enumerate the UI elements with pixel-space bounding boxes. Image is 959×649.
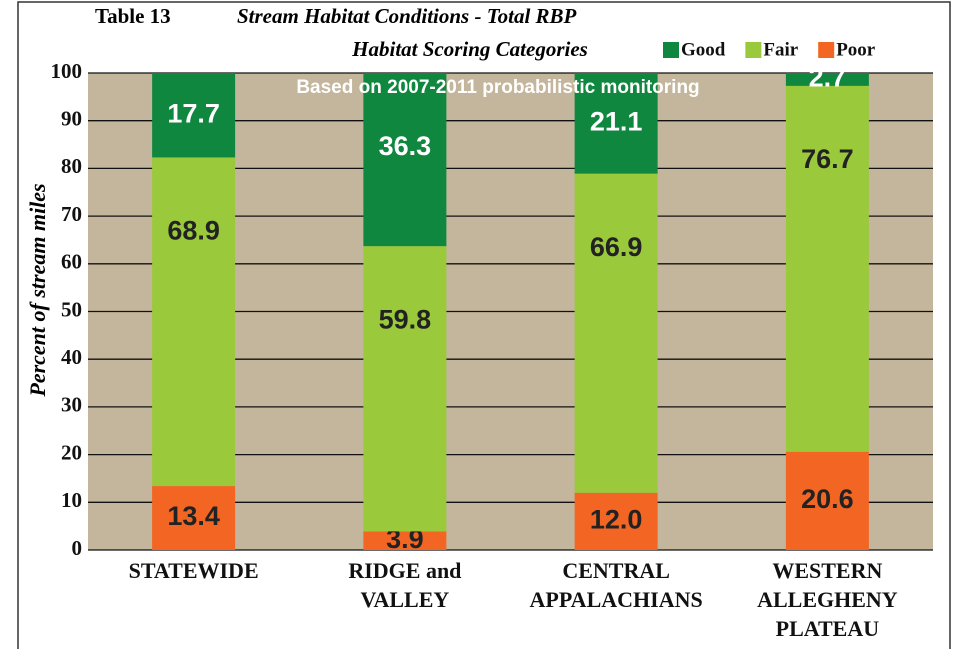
subtitle: Based on 2007-2011 probabilistic monitor… <box>296 77 699 98</box>
value-label: 59.8 <box>379 304 432 334</box>
bar-segment <box>363 73 447 247</box>
bar-segment <box>363 531 447 550</box>
table-number: Table 13 <box>95 4 171 28</box>
y-tick-label: 0 <box>72 536 83 560</box>
value-label: 68.9 <box>167 216 220 246</box>
y-tick-label: 10 <box>61 488 82 512</box>
bar-segment <box>574 492 658 550</box>
y-tick-label: 50 <box>61 297 82 321</box>
legend-label: Poor <box>836 39 876 60</box>
y-tick-label: 30 <box>61 393 82 417</box>
legend-swatch <box>663 42 679 58</box>
bar-segment <box>152 73 236 158</box>
x-tick-label: CENTRAL APPALACHIANS <box>529 558 703 612</box>
x-tick-label: STATEWIDE <box>128 558 259 583</box>
bar-segment <box>574 73 658 174</box>
value-label: 2.7 <box>809 63 847 93</box>
y-tick-label: 20 <box>61 440 82 464</box>
bar-segment <box>785 451 869 550</box>
legend-label: Good <box>681 39 726 60</box>
value-label: 76.7 <box>801 144 854 174</box>
x-tick-label: WESTERN ALLEGHENY PLATEAU <box>757 558 898 641</box>
chart-title: Habitat Scoring Categories <box>351 37 588 61</box>
bar-segment <box>785 73 869 86</box>
y-tick-label: 40 <box>61 345 82 369</box>
value-label: 21.1 <box>590 106 643 136</box>
y-tick-label: 60 <box>61 250 82 274</box>
y-axis-label: Percent of stream miles <box>25 183 50 397</box>
bar-segment <box>152 486 236 550</box>
x-tick-label: RIDGE and VALLEY <box>348 558 462 612</box>
value-label: 17.7 <box>167 98 220 128</box>
legend-swatch <box>818 42 835 58</box>
y-tick-label: 70 <box>61 202 82 226</box>
value-label: 36.3 <box>379 131 432 161</box>
frame <box>17 1 951 649</box>
legend-label: Fair <box>763 39 798 60</box>
value-label: 66.9 <box>590 232 643 262</box>
y-tick-label: 100 <box>51 59 83 83</box>
chart-title: Stream Habitat Conditions - Total RBP <box>237 4 577 28</box>
value-label: 13.4 <box>167 501 220 531</box>
bar-segment <box>152 157 236 487</box>
legend-swatch <box>745 42 762 58</box>
y-tick-label: 80 <box>61 154 82 178</box>
bar-segment <box>785 85 869 452</box>
bar-segment <box>363 246 447 532</box>
y-tick-label: 90 <box>61 107 82 131</box>
value-label: 20.6 <box>801 484 854 514</box>
value-label: 12.0 <box>590 505 643 535</box>
bar-segment <box>574 173 658 493</box>
